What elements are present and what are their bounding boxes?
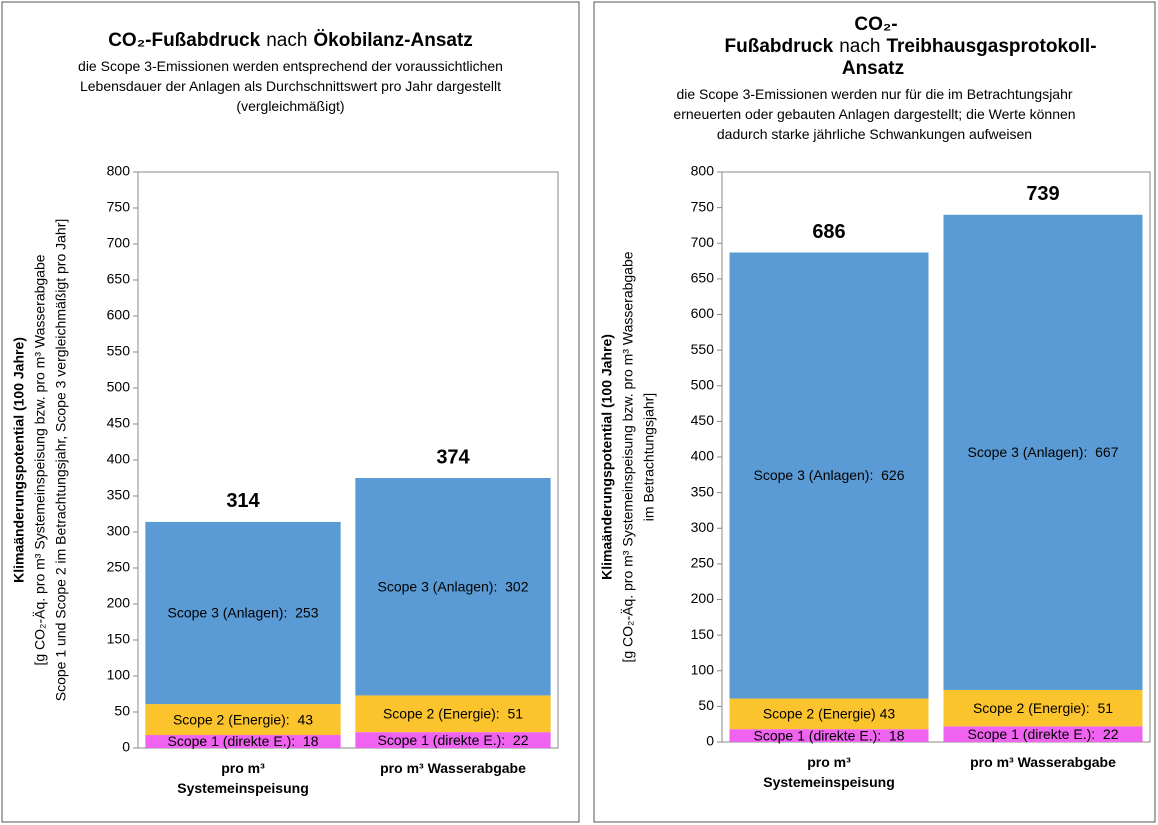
value-label: Scope 2 (Energie): 43 xyxy=(173,711,313,727)
y-tick-label: 250 xyxy=(691,555,715,571)
title-part: nach xyxy=(266,30,308,51)
y-tick-label: 50 xyxy=(114,703,130,719)
x-tick-label: pro m³ Wasserabgabe xyxy=(380,760,526,776)
title-part: Ökobilanz-Ansatz xyxy=(313,30,473,51)
y-tick-label: 200 xyxy=(691,590,715,606)
value-label: Scope 1 (direkte E.): 22 xyxy=(378,732,529,748)
panel-frame xyxy=(1,1,580,823)
value-label: Scope 1 (direkte E.): 18 xyxy=(754,727,905,743)
y-tick-label: 50 xyxy=(698,697,714,713)
x-tick-label: pro m³ Systemeinspeisung xyxy=(763,754,895,790)
y-tick-label: 200 xyxy=(107,595,131,611)
y-tick-label: 300 xyxy=(107,523,131,539)
y-tick-label: 600 xyxy=(107,307,131,323)
value-label: Scope 3 (Anlagen): 626 xyxy=(754,467,905,483)
bar-segment xyxy=(729,252,929,699)
y-tick-label: 500 xyxy=(691,376,715,392)
x-tick-label: pro m³ Wasserabgabe xyxy=(970,754,1116,770)
bar-segment xyxy=(943,689,1143,727)
y-tick-label: 100 xyxy=(691,661,715,677)
chart-subtitle: die Scope 3-Emissionen werden entspreche… xyxy=(78,58,503,114)
panel-frame xyxy=(593,1,1156,823)
y-tick-label: 450 xyxy=(691,412,715,428)
title-part: Treibhausgasprotokoll-Ansatz xyxy=(841,36,1097,79)
total-label: 686 xyxy=(812,221,845,243)
value-label: Scope 1 (direkte E.): 18 xyxy=(168,733,319,749)
chart-header: CO₂-Fußabdruck nach Ökobilanz-Ansatz die Sc… xyxy=(2,30,579,116)
chart-header: CO₂-Fußabdruck nach Treibhausgasprotokoll-… xyxy=(594,14,1155,144)
y-tick-label: 500 xyxy=(107,379,131,395)
value-label: Scope 3 (Anlagen): 253 xyxy=(168,605,319,621)
bar-segment xyxy=(355,695,551,733)
y-tick-label: 450 xyxy=(107,415,131,431)
y-tick-label: 400 xyxy=(691,448,715,464)
y-tick-label: 650 xyxy=(107,271,131,287)
y-tick-label: 800 xyxy=(107,163,131,179)
y-tick-label: 650 xyxy=(691,270,715,286)
y-tick-label: 350 xyxy=(691,483,715,499)
y-tick-label: 250 xyxy=(107,559,131,575)
value-label: Scope 2 (Energie) 43 xyxy=(763,706,896,722)
y-tick-label: 350 xyxy=(107,487,131,503)
y-tick-label: 400 xyxy=(107,451,131,467)
title-part: CO₂-Fußabdruck xyxy=(724,14,898,57)
bar-segment xyxy=(355,478,551,696)
title-part: nach xyxy=(839,36,881,57)
y-axis-label: Scope 1 und Scope 2 im Betrachtungsjahr,… xyxy=(53,219,69,702)
y-tick-label: 150 xyxy=(107,631,131,647)
value-label: Scope 1 (direkte E.): 22 xyxy=(968,726,1119,742)
value-label: Scope 2 (Energie): 51 xyxy=(383,706,523,722)
y-tick-label: 550 xyxy=(107,343,131,359)
y-axis-label: Klimaänderungspotential (100 Jahre) xyxy=(11,337,27,583)
x-tick-label: pro m³ Systemeinspeisung xyxy=(177,760,309,796)
total-label: 374 xyxy=(436,446,470,468)
y-tick-label: 800 xyxy=(691,163,715,179)
chart-title: CO₂-Fußabdruck nach Ökobilanz-Ansatz xyxy=(31,30,551,52)
bar-segment xyxy=(145,704,341,736)
title-part: CO₂-Fußabdruck xyxy=(108,30,261,51)
y-tick-label: 700 xyxy=(691,234,715,250)
y-axis-label: [g CO₂-Äq. pro m³ Systemeinspeisung bzw.… xyxy=(32,254,48,665)
y-tick-label: 600 xyxy=(691,305,715,321)
chart-subtitle: die Scope 3-Emissionen werden nur für di… xyxy=(673,86,1076,142)
value-label: Scope 2 (Energie): 51 xyxy=(973,700,1113,716)
y-axis-label: im Betrachtungsjahr] xyxy=(641,393,657,521)
bar-segment xyxy=(943,726,1143,742)
y-tick-label: 750 xyxy=(107,199,131,215)
y-tick-label: 750 xyxy=(691,198,715,214)
bar-segment xyxy=(729,698,929,730)
y-axis-label: Klimaänderungspotential (100 Jahre) xyxy=(599,334,615,580)
value-label: Scope 3 (Anlagen): 667 xyxy=(968,444,1119,460)
chart-title: CO₂-Fußabdruck nach Treibhausgasprotokoll-… xyxy=(724,14,1097,80)
bar-segment xyxy=(943,214,1143,690)
bar-segment xyxy=(355,732,551,748)
y-tick-label: 0 xyxy=(706,733,714,749)
bar-segment xyxy=(145,521,341,705)
y-tick-label: 300 xyxy=(691,519,715,535)
y-axis-label: [g CO₂-Äq. pro m³ Systemeinspeisung bzw.… xyxy=(620,251,636,662)
bar-segment xyxy=(145,735,341,748)
y-tick-label: 0 xyxy=(122,739,130,755)
total-label: 314 xyxy=(226,490,260,512)
y-tick-label: 150 xyxy=(691,626,715,642)
bar-segment xyxy=(729,729,929,742)
y-tick-label: 550 xyxy=(691,341,715,357)
total-label: 739 xyxy=(1026,183,1059,205)
y-tick-label: 700 xyxy=(107,235,131,251)
value-label: Scope 3 (Anlagen): 302 xyxy=(378,578,529,594)
y-tick-label: 100 xyxy=(107,667,131,683)
